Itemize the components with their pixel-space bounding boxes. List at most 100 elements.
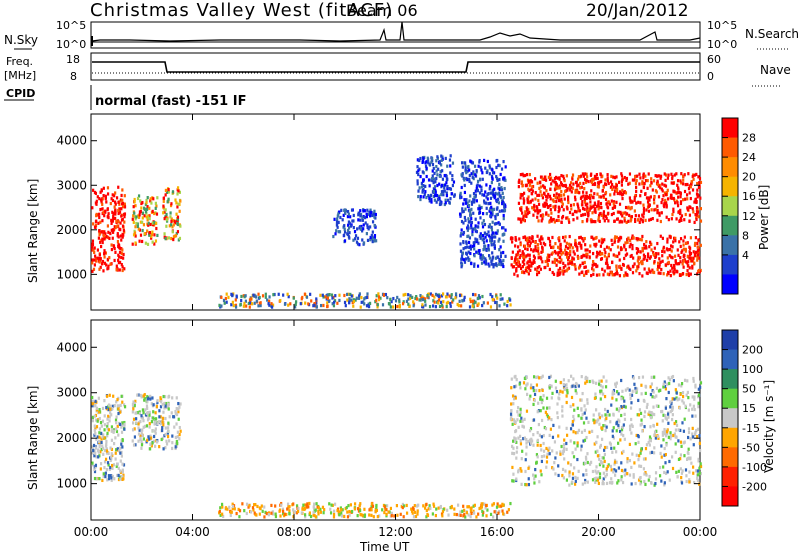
range-cell — [644, 192, 647, 196]
range-cell — [644, 174, 647, 178]
range-cell — [610, 477, 613, 481]
range-cell — [173, 219, 176, 223]
range-cell — [637, 237, 640, 241]
range-cell — [540, 400, 543, 405]
range-cell — [699, 207, 703, 211]
range-cell — [553, 220, 556, 224]
range-cell — [621, 396, 625, 400]
range-cell — [697, 175, 700, 179]
range-cell — [488, 234, 491, 238]
range-cell — [159, 396, 162, 400]
range-cell — [512, 397, 516, 401]
range-cell — [422, 298, 425, 302]
range-cell — [619, 264, 622, 268]
range-cell — [698, 441, 701, 446]
range-cell — [603, 219, 606, 223]
range-cell — [446, 187, 449, 191]
range-cell — [631, 389, 634, 393]
range-cell — [98, 454, 101, 458]
range-cell — [683, 454, 686, 458]
range-cell — [95, 212, 98, 217]
range-cell — [691, 259, 695, 263]
range-cell — [662, 245, 665, 249]
range-cell — [524, 482, 527, 487]
range-cell — [464, 201, 467, 205]
range-cell — [120, 430, 124, 434]
range-cell — [514, 437, 517, 441]
range-cell — [100, 262, 104, 266]
range-cell — [407, 293, 410, 297]
range-cell — [117, 473, 120, 478]
range-cell — [580, 255, 583, 259]
range-cell — [519, 196, 522, 200]
range-cell — [178, 432, 181, 437]
range-cell — [435, 507, 438, 511]
range-cell — [91, 399, 94, 403]
range-cell — [656, 241, 659, 246]
range-cell — [141, 433, 144, 438]
range-cell — [649, 255, 652, 259]
range-cell — [264, 510, 267, 515]
range-cell — [535, 375, 538, 379]
range-cell — [527, 244, 530, 248]
colorbar-tick-label: 24 — [742, 151, 756, 164]
range-cell — [616, 272, 619, 276]
range-cell — [611, 242, 614, 247]
range-cell — [599, 397, 602, 401]
range-cell — [539, 395, 542, 400]
range-cell — [548, 433, 551, 438]
range-cell — [171, 190, 175, 194]
range-cell — [699, 243, 702, 247]
range-cell — [696, 211, 699, 215]
range-cell — [560, 193, 563, 197]
range-cell — [121, 198, 124, 202]
range-cell — [106, 257, 110, 262]
range-cell — [137, 194, 141, 198]
range-cell — [572, 414, 575, 419]
range-cell — [133, 229, 136, 233]
range-cell — [648, 245, 651, 249]
range-cell — [623, 216, 626, 220]
range-cell — [607, 463, 610, 467]
range-cell — [605, 416, 608, 421]
range-cell — [458, 299, 461, 303]
range-cell — [519, 243, 522, 247]
range-cell — [579, 186, 582, 190]
range-cell — [118, 246, 121, 250]
range-cell — [680, 382, 684, 386]
range-cell — [305, 505, 308, 509]
range-cell — [688, 470, 691, 474]
range-cell — [95, 425, 99, 429]
range-cell — [698, 181, 701, 185]
range-cell — [533, 205, 536, 210]
range-cell — [576, 245, 579, 250]
range-cell — [585, 255, 588, 259]
range-cell — [331, 296, 334, 300]
range-cell — [517, 425, 520, 429]
range-cell — [610, 212, 614, 217]
range-cell — [304, 301, 307, 305]
range-cell — [438, 304, 442, 309]
range-cell — [690, 180, 694, 184]
range-cell — [387, 510, 390, 514]
range-cell — [525, 483, 528, 487]
range-cell — [468, 258, 471, 262]
range-cell — [116, 224, 119, 228]
range-cell — [667, 435, 670, 439]
range-cell — [536, 215, 539, 219]
range-cell — [543, 201, 546, 205]
range-cell — [582, 473, 585, 477]
range-cell — [638, 464, 641, 468]
range-cell — [476, 238, 479, 242]
range-cell — [682, 265, 685, 269]
range-cell — [485, 183, 488, 187]
range-cell — [593, 182, 596, 187]
range-cell — [659, 176, 662, 180]
range-cell — [572, 403, 575, 407]
range-cell — [460, 265, 463, 269]
range-cell — [672, 379, 675, 383]
range-cell — [354, 237, 357, 241]
range-cell — [564, 264, 567, 268]
range-cell — [487, 225, 490, 229]
range-cell — [537, 422, 540, 427]
